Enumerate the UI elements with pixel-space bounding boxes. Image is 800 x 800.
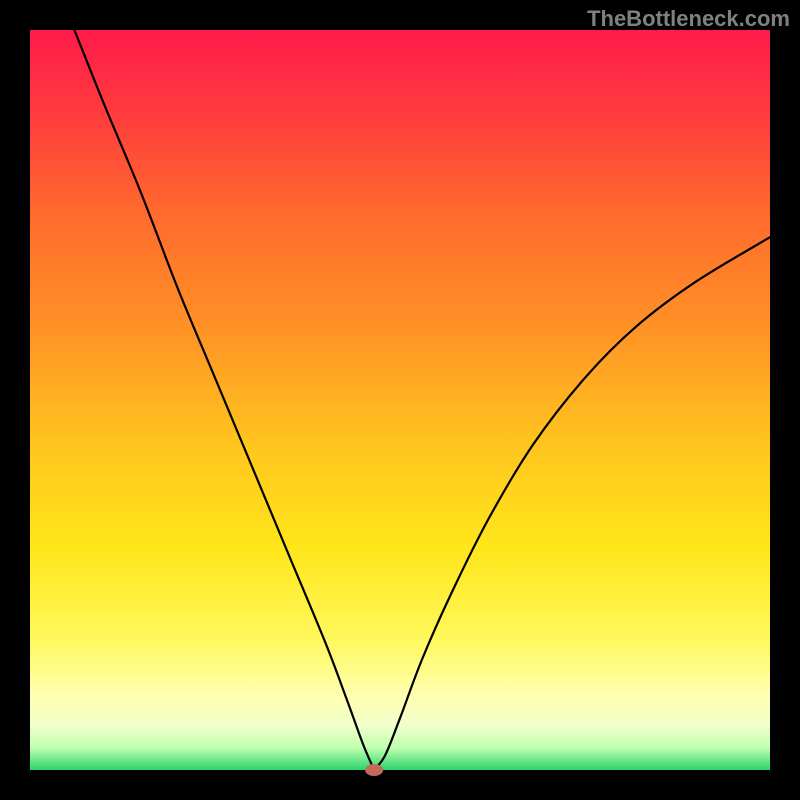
plot-background <box>30 30 770 770</box>
optimal-point-marker <box>365 764 383 776</box>
bottleneck-chart: TheBottleneck.com <box>0 0 800 800</box>
chart-svg <box>0 0 800 800</box>
watermark-text: TheBottleneck.com <box>587 6 790 32</box>
